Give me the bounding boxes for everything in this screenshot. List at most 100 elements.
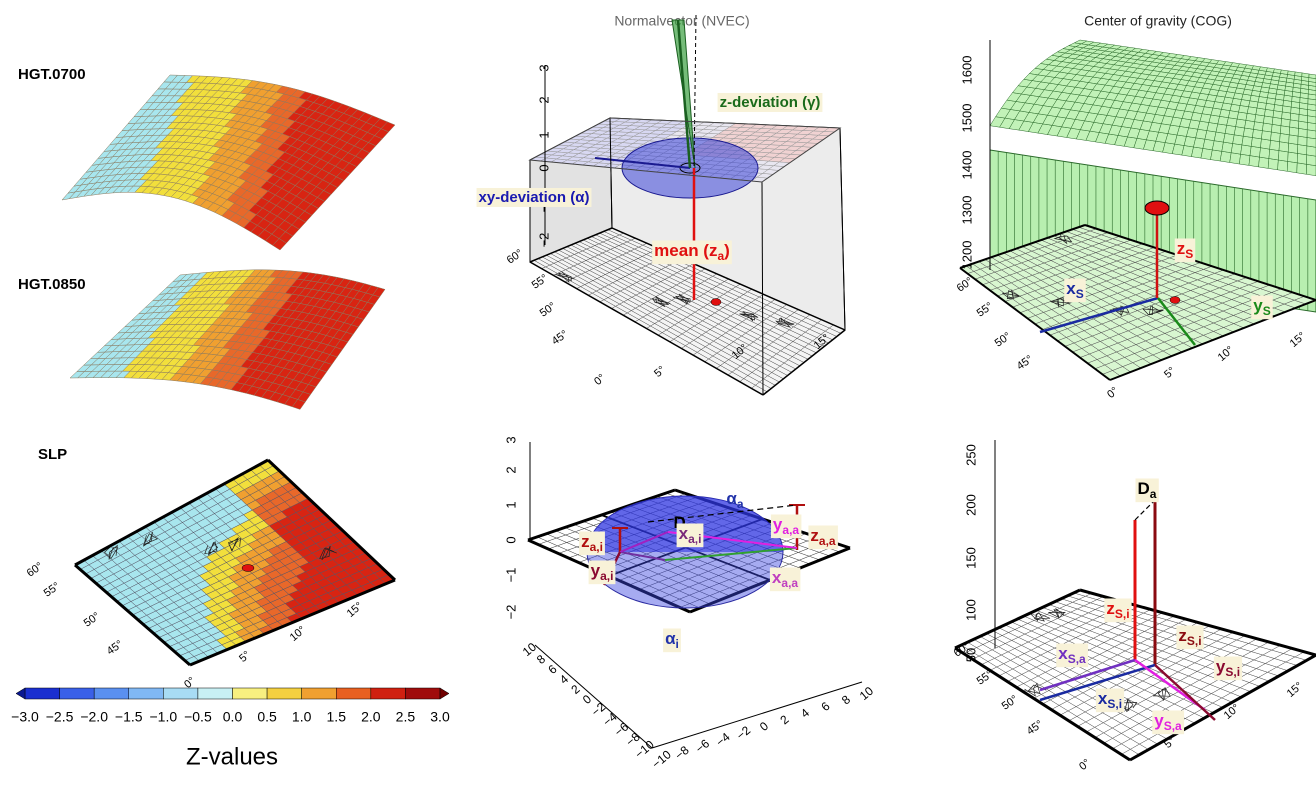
surface-cell bbox=[1278, 151, 1288, 162]
label-main: z bbox=[1106, 599, 1115, 618]
colorbar-tick-label: 1.5 bbox=[327, 709, 347, 725]
surface-cell bbox=[1307, 155, 1316, 166]
z-tick-label: 0 bbox=[536, 164, 551, 171]
label-subscript: a,i bbox=[688, 532, 701, 546]
colorbar-tick-label: 2.0 bbox=[361, 709, 381, 725]
surface-cell bbox=[1281, 70, 1289, 75]
colorbar-tick-label: −2.0 bbox=[80, 709, 108, 725]
surface-cell bbox=[1298, 136, 1307, 146]
surface-cell bbox=[1259, 67, 1267, 72]
surface-cell bbox=[1225, 125, 1236, 135]
lat-label: 45° bbox=[1015, 353, 1036, 372]
label-subscript: S bbox=[1076, 287, 1084, 301]
surface-cell bbox=[1278, 160, 1288, 171]
label-subscript: S,i bbox=[1115, 607, 1130, 621]
lon-label: 15° bbox=[1288, 330, 1308, 350]
label-subscript: a bbox=[737, 497, 744, 511]
label-subscript: S,a bbox=[1164, 719, 1182, 733]
lon-label: 10° bbox=[288, 624, 308, 644]
surface-cell bbox=[1259, 157, 1269, 168]
figure: HGT.0700HGT.0850SLP60°55°50°45°0°5°10°15… bbox=[0, 0, 1316, 791]
annotation: xy-deviation (α) bbox=[479, 189, 590, 206]
lat-label: 45° bbox=[1025, 718, 1046, 737]
z-tick-label: 3 bbox=[536, 64, 551, 71]
x-tick-label: 8 bbox=[839, 692, 853, 707]
surface-cell bbox=[1297, 163, 1307, 175]
lon-label: 5° bbox=[237, 649, 253, 665]
label-main: α bbox=[665, 629, 676, 648]
z-tick-label: 1600 bbox=[959, 56, 974, 85]
label-main: z bbox=[1177, 239, 1186, 258]
colorbar-segment bbox=[336, 688, 371, 699]
colorbar-tick-label: 1.0 bbox=[292, 709, 312, 725]
colorbar-segment bbox=[25, 688, 60, 699]
z-tick-label: 150 bbox=[963, 547, 978, 569]
label-subscript: i bbox=[676, 637, 679, 651]
x-tick-label: 0 bbox=[757, 719, 771, 734]
colorbar-end bbox=[440, 688, 449, 699]
label-main: z bbox=[1178, 626, 1187, 645]
x-tick-label: 6 bbox=[818, 699, 832, 714]
z-tick-label: 200 bbox=[963, 494, 978, 516]
surface-cell bbox=[1236, 119, 1246, 128]
center-marker bbox=[1145, 201, 1169, 215]
x-tick-label: 4 bbox=[798, 705, 812, 720]
surface-cell bbox=[1239, 154, 1250, 165]
surface-cell bbox=[1271, 132, 1281, 142]
colorbar-tick-label: 0.0 bbox=[223, 709, 243, 725]
colorbar-segment bbox=[60, 688, 95, 699]
lon-label: 10° bbox=[1216, 344, 1236, 364]
surface-cell bbox=[1252, 129, 1262, 139]
math-label: αa bbox=[726, 489, 743, 511]
surface-cell bbox=[1288, 71, 1296, 76]
surface-cell bbox=[1306, 164, 1316, 175]
surface-cell bbox=[1212, 141, 1223, 152]
lat-label: 55° bbox=[42, 580, 63, 599]
lon-label: 5° bbox=[1162, 365, 1178, 381]
surface-cell bbox=[1227, 118, 1238, 127]
surface-cell bbox=[1288, 143, 1298, 153]
surface-cell bbox=[1233, 135, 1244, 145]
surface-cell bbox=[1287, 161, 1297, 172]
label-subscript: a bbox=[1150, 487, 1157, 501]
label-subscript: S,i bbox=[1107, 697, 1122, 711]
colorbar-tick-label: 0.5 bbox=[257, 709, 277, 725]
colorbar-tick-label: −3.0 bbox=[11, 709, 39, 725]
z-tick-label: −2 bbox=[503, 605, 518, 620]
z-tick-label: 1400 bbox=[959, 151, 974, 180]
lon-label: 0° bbox=[592, 372, 608, 388]
surface-cell bbox=[1270, 140, 1280, 150]
lat-label: 45° bbox=[550, 328, 571, 347]
surface-cell bbox=[1302, 73, 1309, 78]
surface-cell bbox=[1288, 152, 1298, 163]
lat-label: 50° bbox=[538, 300, 559, 319]
colorbar-tick-label: −1.0 bbox=[150, 709, 178, 725]
surface-cell bbox=[1280, 133, 1290, 143]
surface-cell bbox=[1216, 124, 1227, 133]
x-tick-label: −6 bbox=[693, 736, 713, 756]
surface-cell bbox=[1223, 133, 1234, 143]
label-subscript: S bbox=[1263, 304, 1271, 318]
location-marker bbox=[242, 565, 254, 572]
lat-label: 50° bbox=[1000, 693, 1021, 712]
surface-cell bbox=[1297, 153, 1307, 164]
z-tick-label: 1 bbox=[536, 131, 551, 138]
panel-title: HGT.0700 bbox=[18, 66, 86, 83]
z-tick-label: 100 bbox=[963, 599, 978, 621]
label-subscript: S,a bbox=[1068, 652, 1086, 666]
colorbar-tick-label: −0.5 bbox=[184, 709, 212, 725]
z-tick-label: 2 bbox=[536, 96, 551, 103]
x-axis bbox=[652, 682, 862, 748]
label-main: z bbox=[810, 526, 819, 545]
surface-cell bbox=[1250, 146, 1261, 157]
z-tick-label: 3 bbox=[503, 436, 518, 443]
surface-cell bbox=[1222, 142, 1233, 153]
surface-cell bbox=[1307, 146, 1316, 156]
surface-cell bbox=[1220, 151, 1231, 162]
x-tick-label: −2 bbox=[734, 723, 754, 743]
surface-cell bbox=[1289, 135, 1298, 145]
surface-cell bbox=[1266, 68, 1274, 73]
label-subscript: S bbox=[1185, 247, 1193, 261]
colorbar-tick-label: −2.5 bbox=[46, 709, 74, 725]
surface-cell bbox=[1254, 122, 1264, 131]
